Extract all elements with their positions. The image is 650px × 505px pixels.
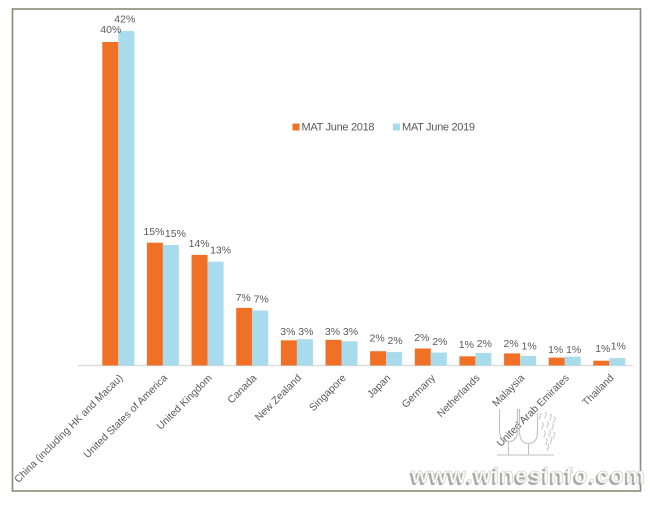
svg-text:7%: 7%: [236, 292, 251, 304]
svg-text:2%: 2%: [370, 333, 385, 345]
svg-text:1%: 1%: [548, 344, 563, 356]
svg-text:MAT June 2018: MAT June 2018: [302, 122, 375, 134]
svg-text:1%: 1%: [611, 340, 626, 352]
svg-text:3%: 3%: [325, 326, 340, 338]
svg-text:3%: 3%: [343, 326, 358, 338]
svg-text:2%: 2%: [388, 335, 403, 347]
svg-text:1%: 1%: [522, 341, 537, 353]
svg-text:15%: 15%: [143, 226, 164, 238]
svg-text:14%: 14%: [189, 238, 210, 250]
svg-text:1%: 1%: [595, 343, 610, 355]
svg-text:1%: 1%: [459, 339, 474, 351]
svg-text:13%: 13%: [210, 245, 231, 257]
svg-text:3%: 3%: [298, 326, 313, 338]
svg-text:2%: 2%: [432, 336, 447, 348]
svg-text:MAT June 2019: MAT June 2019: [402, 122, 475, 134]
svg-text:www.winesinfo.com: www.winesinfo.com: [411, 463, 647, 488]
svg-text:42%: 42%: [114, 14, 135, 26]
svg-text:2%: 2%: [477, 338, 492, 350]
svg-text:2%: 2%: [414, 332, 429, 344]
svg-text:1%: 1%: [566, 344, 581, 356]
svg-text:7%: 7%: [254, 294, 269, 306]
svg-text:15%: 15%: [165, 228, 186, 240]
svg-text:40%: 40%: [100, 24, 121, 36]
svg-text:www.winesinfo.com: www.winesinfo.com: [409, 465, 645, 490]
svg-text:3%: 3%: [280, 326, 295, 338]
svg-text:2%: 2%: [504, 338, 519, 350]
